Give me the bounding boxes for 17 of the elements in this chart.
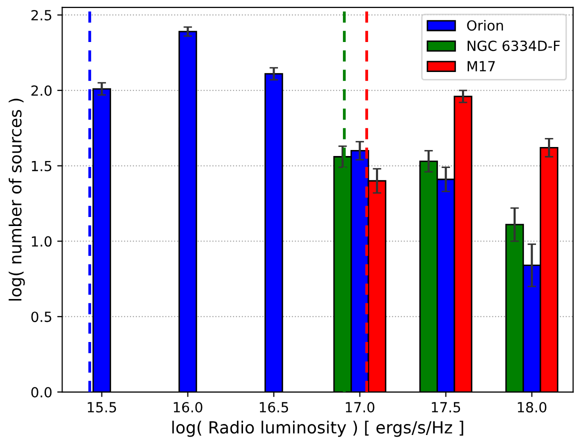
x-tick-label: 17.5 <box>432 402 460 412</box>
x-tick-label: 16.0 <box>174 402 202 412</box>
y-tick-label: 2.0 <box>31 85 52 96</box>
y-tick-label: 0.5 <box>31 312 52 322</box>
y-tick-label: 1.5 <box>32 160 52 172</box>
x-tick-label: 17.0 <box>346 402 374 412</box>
x-tick-label: 16.5 <box>260 402 288 412</box>
y-axis-title: log( number of sources ) <box>8 98 25 301</box>
y-tick-label: 1.0 <box>32 236 52 247</box>
legend-label: NGC 6334D-F <box>468 40 560 52</box>
x-axis-title: log( Radio luminosity ) [ ergs/s/Hz ] <box>172 420 464 437</box>
legend-label: Orion <box>467 20 503 31</box>
y-tick-label: 2.5 <box>31 10 52 20</box>
y-tick-label: 0.0 <box>31 386 52 398</box>
legend-label: M17 <box>468 61 495 72</box>
x-tick-label: 18.0 <box>518 402 546 412</box>
x-tick-label: 15.5 <box>88 402 116 412</box>
